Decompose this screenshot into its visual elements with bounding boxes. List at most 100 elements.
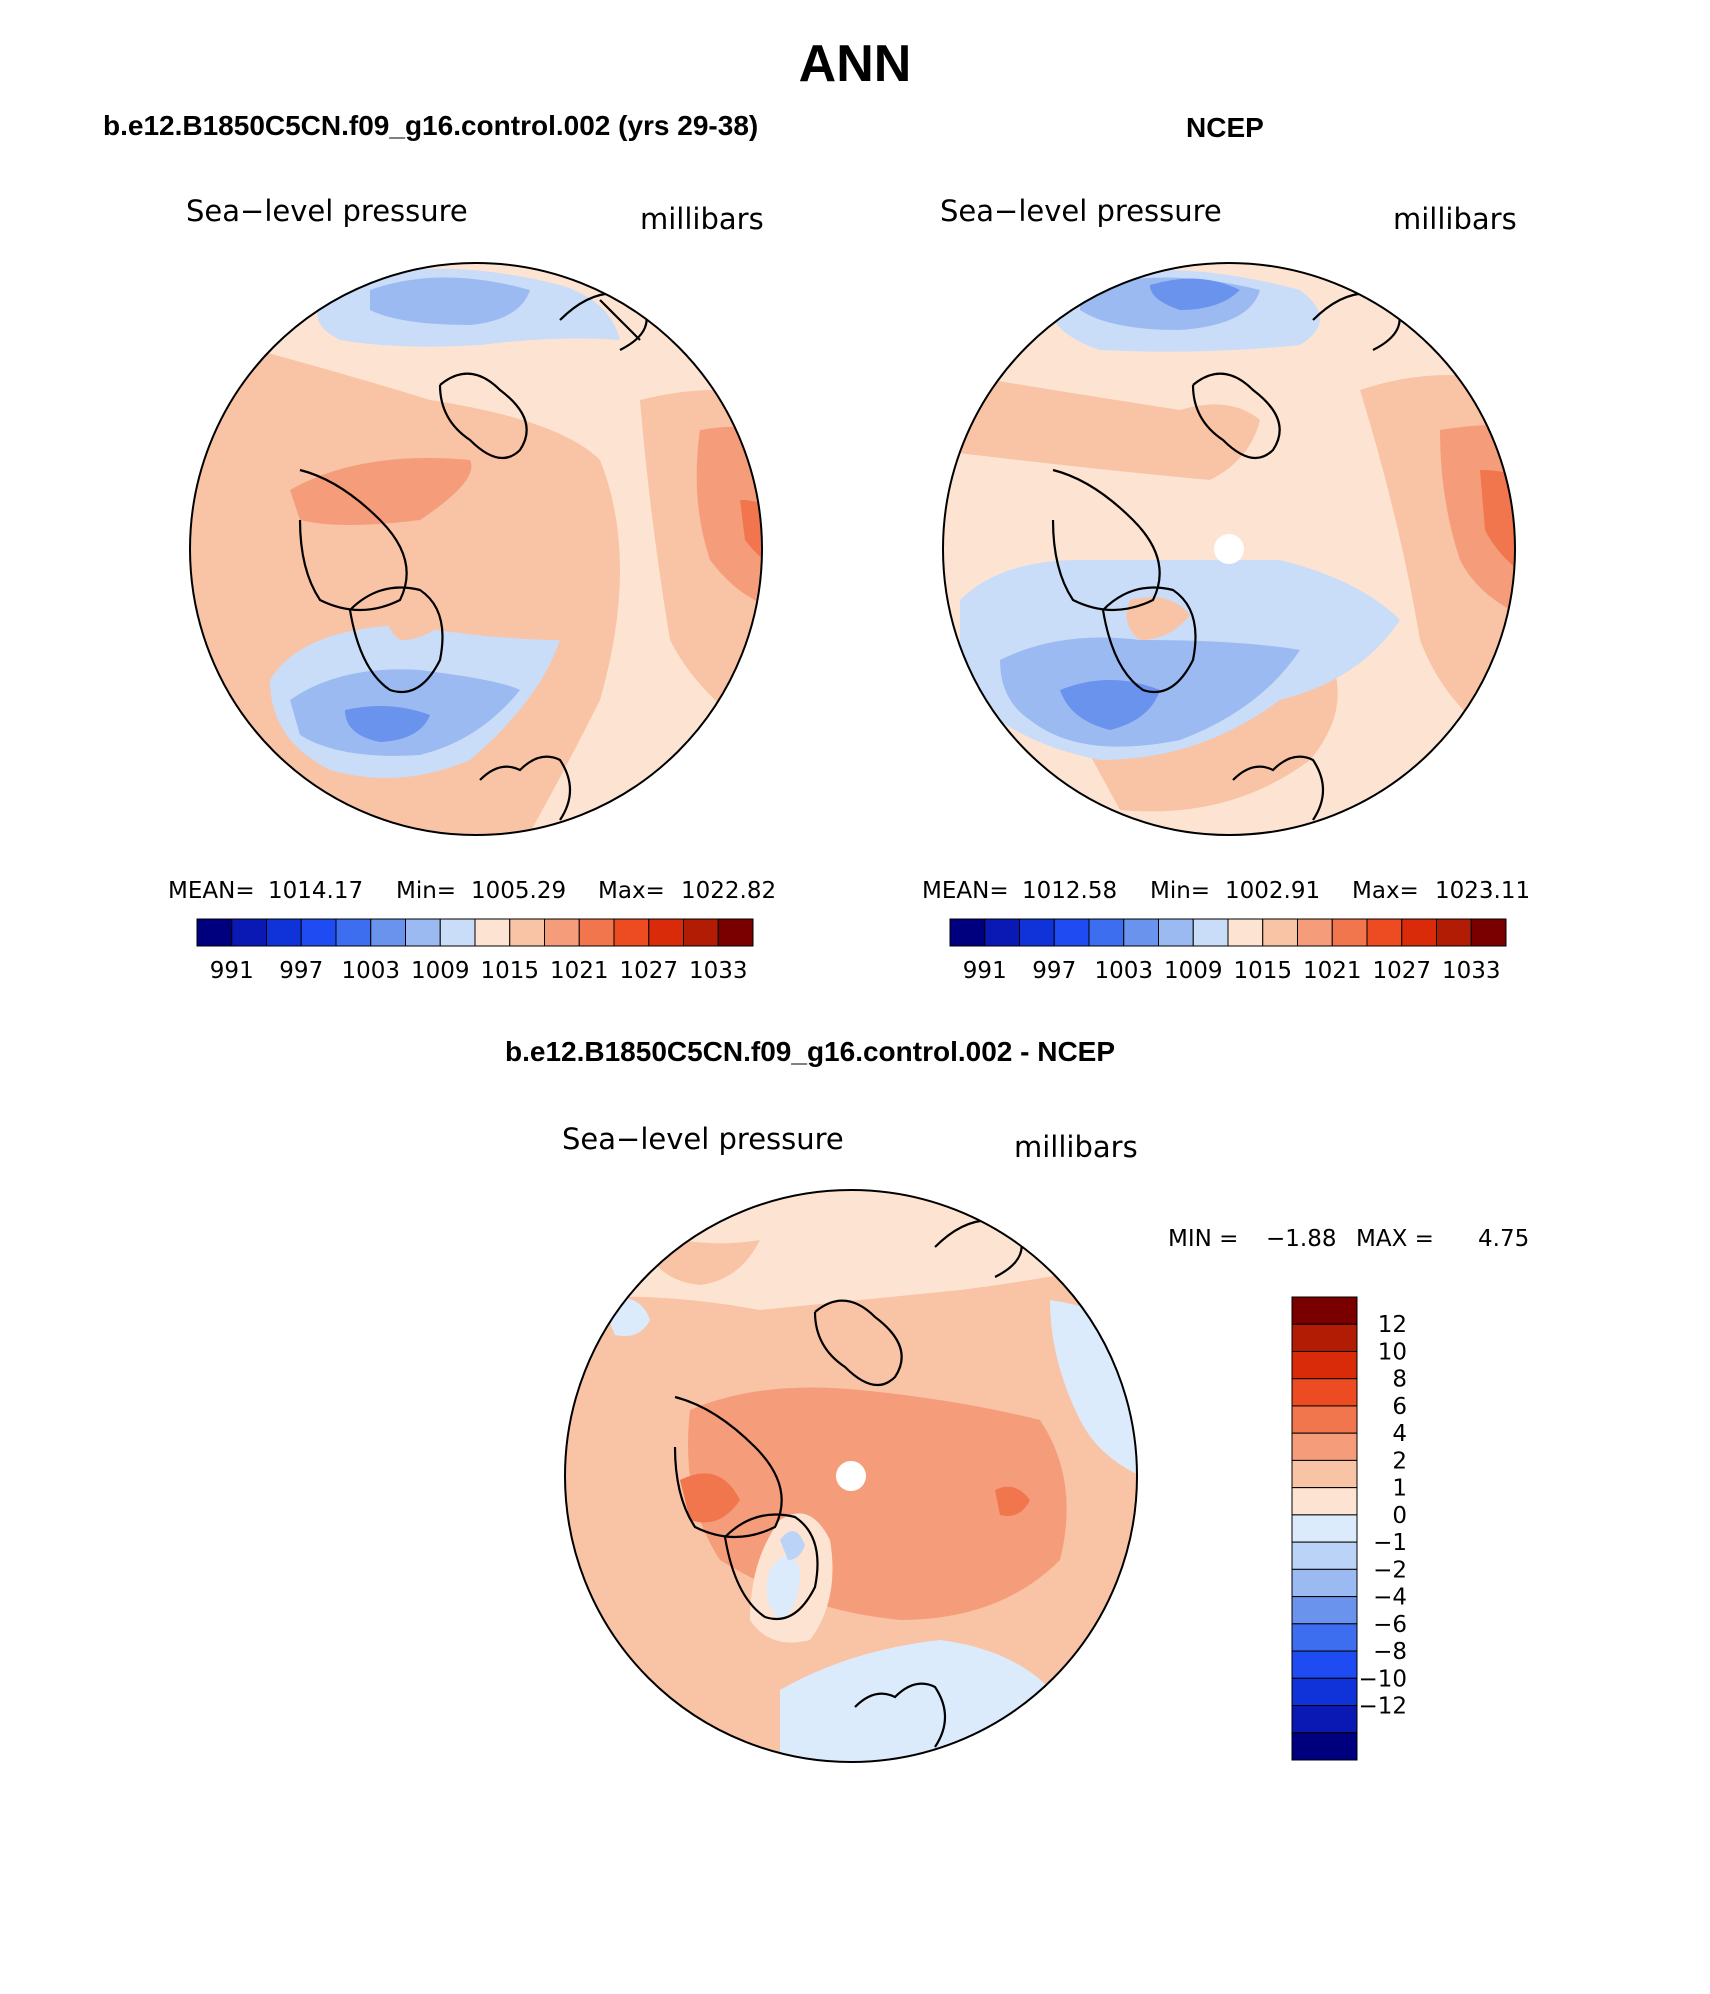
colorbar-difference-tick-label: −2 <box>1373 1557 1407 1583</box>
colorbar-difference-swatch <box>1291 1350 1358 1380</box>
colorbar-difference-swatch <box>1291 1514 1358 1543</box>
colorbar-difference-tick-label: 10 <box>1378 1339 1407 1365</box>
panel-3-left-label: Sea−level pressure <box>562 1122 844 1156</box>
colorbar-difference-tick-label: −10 <box>1358 1666 1407 1692</box>
field-greenland-high <box>1126 597 1190 640</box>
colorbar-difference-tick-label: 6 <box>1392 1394 1407 1420</box>
colorbar-model-tick-label: 1015 <box>480 958 539 984</box>
colorbar-difference-swatch <box>1291 1541 1358 1570</box>
colorbar-difference-tick-label: 1 <box>1392 1476 1407 1502</box>
colorbar-difference-swatch <box>1291 1459 1358 1489</box>
panel-2-units: millibars <box>1393 202 1517 236</box>
colorbar-model-tick-label: 1009 <box>411 958 470 984</box>
field-1006-atlantic <box>1060 680 1160 730</box>
pole-mask <box>836 1461 866 1491</box>
colorbar-model-tick-label: 1003 <box>341 958 400 984</box>
colorbar-model-tick-label: 997 <box>279 958 323 984</box>
colorbar-model-swatch <box>578 918 615 947</box>
colorbar-difference-swatch <box>1291 1705 1358 1734</box>
colorbar-model-tick-label: 991 <box>210 958 254 984</box>
colorbar-ncep-swatch <box>1053 918 1090 947</box>
colorbar-model-swatch <box>683 918 719 947</box>
map-ncep <box>943 263 1515 835</box>
panel-2-left-label: Sea−level pressure <box>940 194 1222 228</box>
panel-2-mean-label: MEAN= <box>922 878 1009 904</box>
colorbar-difference-swatch <box>1291 1432 1358 1461</box>
colorbar-model-swatch <box>266 918 302 947</box>
colorbar-difference-swatch <box>1291 1378 1358 1407</box>
colorbar-difference-tick-label: 8 <box>1392 1367 1407 1393</box>
colorbar-difference-tick-label: 4 <box>1392 1421 1407 1447</box>
field-1024-east <box>1480 470 1515 580</box>
panel-3-max-label: MAX = <box>1356 1226 1434 1252</box>
field-1024-east <box>740 500 762 570</box>
panel-3-min-label: MIN = <box>1168 1226 1239 1252</box>
colorbar-ncep-swatch <box>1262 918 1298 947</box>
panel-3-title: b.e12.B1850C5CN.f09_g16.control.002 - NC… <box>505 1036 1116 1067</box>
colorbar-difference-swatch <box>1291 1568 1358 1598</box>
colorbar-difference-tick-label: −6 <box>1373 1612 1407 1638</box>
field-1018-west <box>943 370 1260 480</box>
panel-1-mean-value: 1014.17 <box>268 878 364 904</box>
colorbar-ncep-swatch <box>1331 918 1368 947</box>
panel-1-min-label: Min= <box>396 878 457 904</box>
colorbar-model-tick-label: 1021 <box>550 958 609 984</box>
colorbar-model: 991 997 1003 1009 1015 1021 1027 1033 <box>196 918 754 984</box>
colorbar-difference-swatch <box>1291 1596 1358 1625</box>
colorbar-difference-tick-label: 2 <box>1392 1448 1407 1474</box>
field-1009-north <box>370 277 530 325</box>
colorbar-difference-tick-label: −12 <box>1358 1694 1407 1720</box>
colorbar-model-tick-label: 1033 <box>689 958 748 984</box>
panel-2-max-value: 1023.11 <box>1435 878 1531 904</box>
colorbar-ncep-swatch <box>1366 918 1403 947</box>
colorbar-model-tick-label: 1027 <box>619 958 678 984</box>
panel-2-title: NCEP <box>1186 112 1264 143</box>
colorbar-model-swatch <box>717 918 754 947</box>
colorbar-ncep-swatch <box>949 918 986 947</box>
panel-3-units: millibars <box>1014 1130 1138 1164</box>
panel-1-title: b.e12.B1850C5CN.f09_g16.control.002 (yrs… <box>103 110 759 141</box>
colorbar-difference-swatch <box>1291 1677 1358 1707</box>
colorbar-model-swatch <box>544 918 580 947</box>
colorbar-difference-swatch <box>1291 1623 1358 1652</box>
colorbar-difference-tick-label: −1 <box>1373 1530 1407 1556</box>
colorbar-difference-swatch <box>1291 1323 1358 1352</box>
field-greenland-high <box>386 597 450 640</box>
coastlines <box>673 1219 1023 1748</box>
panel-1-max-label: Max= <box>598 878 665 904</box>
field-1006-atlantic <box>345 706 430 742</box>
colorbar-ncep: 991 997 1003 1009 1015 1021 1027 1033 <box>949 918 1507 984</box>
colorbar-model-swatch <box>335 918 372 947</box>
colorbar-difference-swatch <box>1291 1405 1358 1434</box>
colorbar-ncep-tick-label: 997 <box>1032 958 1076 984</box>
panel-2-max-label: Max= <box>1352 878 1419 904</box>
colorbar-ncep-swatch <box>1436 918 1472 947</box>
colorbar-model-swatch <box>439 918 476 947</box>
colorbar-ncep-tick-label: 1021 <box>1303 958 1362 984</box>
colorbar-ncep-swatch <box>1401 918 1437 947</box>
colorbar-ncep-swatch <box>1158 918 1194 947</box>
colorbar-model-swatch <box>405 918 441 947</box>
panel-1-max-value: 1022.82 <box>681 878 777 904</box>
colorbar-model-swatch <box>474 918 511 947</box>
field-1021-west <box>290 458 472 525</box>
panel-2-min-value: 1002.91 <box>1225 878 1321 904</box>
colorbar-ncep-tick-label: 1003 <box>1094 958 1153 984</box>
map-model-border <box>189 262 763 836</box>
colorbar-model-swatch <box>370 918 406 947</box>
colorbar-ncep-tick-label: 991 <box>963 958 1007 984</box>
panel-2-min-label: Min= <box>1150 878 1211 904</box>
colorbar-ncep-swatch <box>1192 918 1229 947</box>
colorbar-ncep-swatch <box>1227 918 1264 947</box>
panel-1-mean-label: MEAN= <box>168 878 255 904</box>
colorbar-difference-tick-label: −4 <box>1373 1585 1407 1611</box>
colorbar-difference-swatch <box>1291 1650 1358 1679</box>
field-diff-neg2-neg1-greenland <box>780 1531 805 1560</box>
colorbar-difference-swatch <box>1291 1732 1358 1761</box>
map-ncep-border <box>942 262 1516 836</box>
colorbar-model-swatch <box>509 918 545 947</box>
colorbar-model-swatch <box>300 918 337 947</box>
colorbar-ncep-tick-label: 1015 <box>1233 958 1292 984</box>
colorbar-ncep-swatch <box>1088 918 1125 947</box>
